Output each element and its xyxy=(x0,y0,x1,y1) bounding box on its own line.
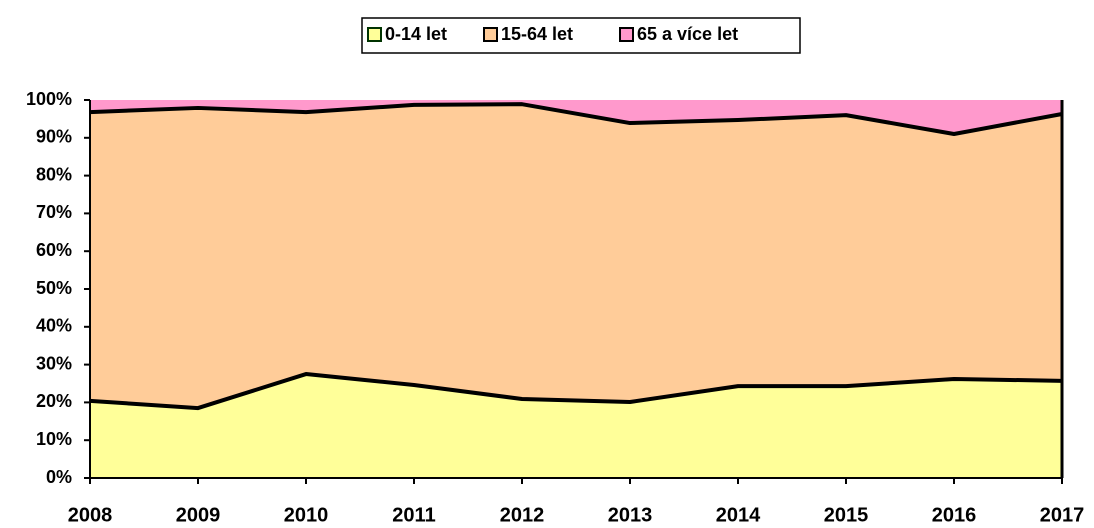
legend-box xyxy=(361,17,801,54)
x-tick-label: 2016 xyxy=(932,504,977,526)
area-boundary xyxy=(89,372,1063,411)
plot-area xyxy=(89,100,1064,479)
y-tick-label: 30% xyxy=(36,353,72,373)
x-tick-label: 2012 xyxy=(500,504,545,526)
y-tick-label: 20% xyxy=(36,391,72,411)
y-tick-label: 0% xyxy=(46,467,72,487)
area-boundary xyxy=(89,102,1063,137)
legend-label: 0-14 let xyxy=(385,24,447,44)
y-tick-label: 70% xyxy=(36,202,72,222)
legend-swatch xyxy=(619,27,634,42)
x-tick-label: 2011 xyxy=(392,504,435,526)
legend-label: 65 a více let xyxy=(637,24,738,44)
y-tick-label: 40% xyxy=(36,316,72,336)
x-tick-label: 2009 xyxy=(176,504,221,526)
x-tick-label: 2014 xyxy=(716,504,761,526)
x-tick-label: 2010 xyxy=(284,504,329,526)
legend: 0-14 let 15-64 let 65 a více let xyxy=(367,24,738,44)
y-tick-label: 60% xyxy=(36,240,72,260)
y-tick-label: 50% xyxy=(36,278,72,298)
area xyxy=(90,374,1062,478)
x-tick-label: 2013 xyxy=(608,504,653,526)
y-tick-label: 80% xyxy=(36,164,72,184)
x-tick-label: 2017 xyxy=(1040,504,1085,526)
y-tick-label: 100% xyxy=(26,89,72,109)
x-tick-label: 2008 xyxy=(68,504,113,526)
area xyxy=(90,104,1062,409)
legend-label: 15-64 let xyxy=(501,24,573,44)
legend-swatch xyxy=(367,27,382,42)
y-tick-label: 90% xyxy=(36,127,72,147)
x-tick-label: 2015 xyxy=(824,504,869,526)
legend-swatch xyxy=(483,27,498,42)
y-tick-label: 10% xyxy=(36,429,72,449)
